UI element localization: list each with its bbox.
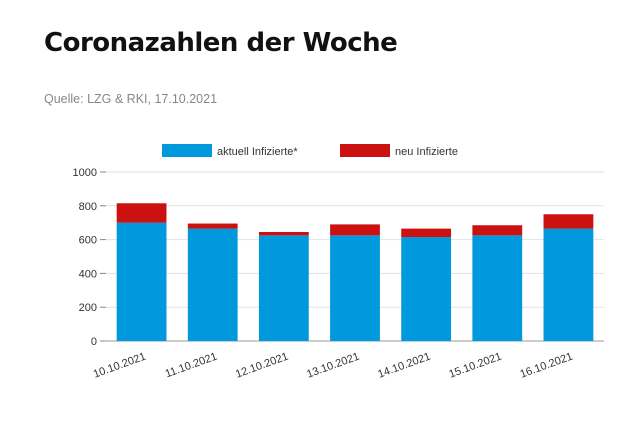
legend: aktuell Infizierte* neu Infizierte bbox=[162, 144, 458, 158]
bar-neu-3 bbox=[330, 224, 380, 236]
bar-neu-5 bbox=[472, 225, 523, 236]
x-tick-label: 11.10.2021 bbox=[164, 351, 219, 381]
bar-aktuell-3 bbox=[330, 235, 380, 341]
y-tick-label: 200 bbox=[79, 302, 97, 314]
y-tick-label: 0 bbox=[91, 336, 97, 348]
x-tick-label: 10.10.2021 bbox=[92, 351, 148, 381]
legend-swatch-aktuell bbox=[162, 144, 212, 157]
x-tick-label: 15.10.2021 bbox=[447, 351, 503, 381]
x-tick-label: 14.10.2021 bbox=[376, 351, 432, 381]
bar-aktuell-4 bbox=[401, 237, 452, 341]
bar-neu-0 bbox=[116, 203, 167, 223]
bar-neu-6 bbox=[543, 214, 594, 229]
bar-neu-2 bbox=[258, 231, 309, 236]
x-tick-label: 16.10.2021 bbox=[519, 351, 575, 381]
source-note: Quelle: LZG & RKI, 17.10.2021 bbox=[44, 92, 218, 106]
legend-swatch-neu bbox=[340, 144, 390, 157]
x-tick-label: 13.10.2021 bbox=[305, 351, 361, 381]
bar-neu-4 bbox=[401, 228, 452, 238]
bar-aktuell-0 bbox=[116, 222, 167, 341]
bar-aktuell-1 bbox=[187, 228, 238, 341]
legend-label-aktuell: aktuell Infizierte* bbox=[217, 146, 298, 158]
bar-neu-1 bbox=[187, 223, 238, 229]
y-tick-label: 400 bbox=[79, 268, 97, 280]
x-axis: 10.10.2021 11.10.2021 12.10.2021 13.10.2021… bbox=[92, 351, 575, 381]
bars bbox=[116, 203, 594, 341]
y-tick-label: 600 bbox=[79, 235, 97, 247]
bar-aktuell-5 bbox=[472, 235, 523, 341]
bar-aktuell-2 bbox=[258, 235, 309, 341]
bar-aktuell-6 bbox=[543, 228, 594, 341]
page-title: Coronazahlen der Woche bbox=[44, 28, 398, 58]
legend-label-neu: neu Infizierte bbox=[395, 146, 458, 158]
y-tick-label: 1000 bbox=[73, 167, 97, 179]
x-tick-label: 12.10.2021 bbox=[234, 351, 290, 381]
y-tick-label: 800 bbox=[79, 201, 97, 213]
